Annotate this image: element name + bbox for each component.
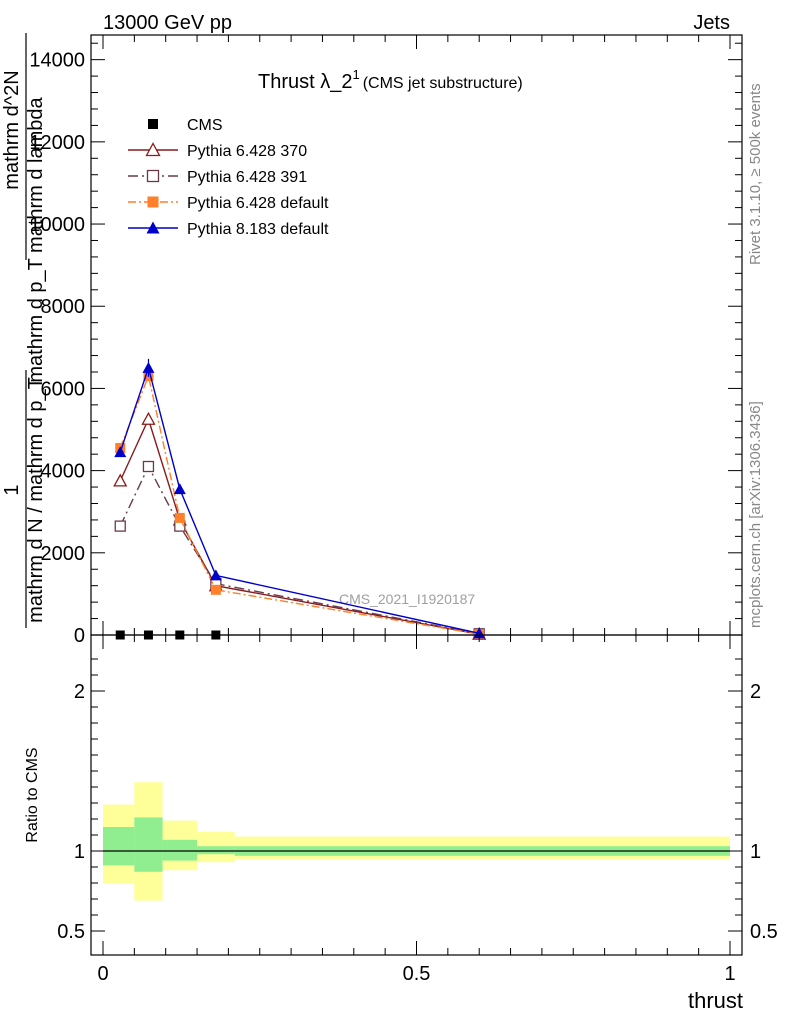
- ratio-y-tick-label-right: 0.5: [750, 921, 778, 943]
- y-tick-label: 12000: [29, 132, 85, 154]
- chart-subtitle: (CMS jet substructure): [363, 75, 523, 92]
- legend-marker: [148, 119, 158, 129]
- data-point: [142, 460, 155, 473]
- legend-item: Pythia 6.428 default: [128, 195, 329, 212]
- data-point: [173, 483, 186, 495]
- data-point: [174, 512, 185, 523]
- legend-label: Pythia 6.428 default: [187, 195, 329, 212]
- series-line: [119, 464, 480, 635]
- y-tick-label: 6000: [41, 378, 86, 400]
- legend-item: CMS: [148, 117, 223, 134]
- legend-marker: [147, 196, 159, 208]
- header-left: 13000 GeV pp: [103, 12, 232, 34]
- data-point: [114, 520, 126, 532]
- ylabel-den: mathrm d N / mathrm d p_T: [25, 377, 47, 623]
- y-tick-label: 4000: [41, 461, 86, 483]
- chart-title-main: Thrust λ_2: [258, 71, 352, 93]
- legend-label: CMS: [187, 117, 223, 134]
- uncertainty-band-inner: [197, 846, 235, 855]
- legend-item: Pythia 6.428 370: [128, 142, 307, 160]
- ratio-y-tick-label: 0.5: [57, 921, 85, 943]
- x-tick-label: 1: [724, 963, 735, 985]
- legend-marker: [145, 142, 161, 157]
- header-right: Jets: [693, 12, 730, 34]
- ylabel-frac-num: mathrm d^2N: [1, 70, 23, 189]
- chart-title-sup: 1: [352, 67, 359, 82]
- y-tick-label: 14000: [29, 50, 85, 72]
- data-point: [210, 584, 221, 595]
- legend-label: Pythia 6.428 391: [187, 169, 307, 186]
- data-point: [473, 627, 486, 639]
- legend: CMS Pythia 6.428 370 Pythia 6.428 391 Pythi…: [128, 117, 329, 238]
- legend-item: Pythia 6.428 391: [128, 169, 307, 186]
- y-tick-label: 10000: [29, 214, 85, 236]
- mcplots-label: mcplots.cern.ch [arXiv:1306.3436]: [747, 401, 764, 628]
- y-tick-label: 2000: [41, 543, 86, 565]
- ratio-y-tick-label: 2: [74, 681, 85, 703]
- data-point: [141, 411, 156, 425]
- uncertainty-band-inner: [103, 827, 135, 866]
- ratio-y-tick-label-right: 2: [750, 681, 761, 703]
- x-tick-label: 0: [97, 963, 108, 985]
- y-tick-label: 0: [74, 625, 85, 647]
- legend-label: Pythia 8.183 default: [187, 221, 329, 238]
- analysis-watermark: CMS_2021_I1920187: [339, 591, 475, 607]
- legend-marker: [146, 169, 160, 183]
- main-panel: 0 2000 4000 6000 8000 10000 12000 14000: [29, 34, 743, 647]
- legend-marker: [146, 221, 160, 234]
- y-tick-label: 8000: [41, 296, 86, 318]
- ylabel-frac-den: mathrm d p_T mathrm d lambda: [25, 96, 47, 382]
- legend-item: Pythia 8.183 default: [128, 221, 329, 238]
- ratio-y-tick-label: 1: [74, 841, 85, 863]
- data-point: [114, 446, 127, 458]
- data-point: [209, 569, 222, 581]
- main-ylabel: mathrm d^2N mathrm d p_T mathrm d lambda…: [1, 33, 47, 628]
- data-point: [113, 473, 128, 487]
- x-axis-label: thrust: [688, 988, 743, 1013]
- uncertainty-band-inner: [134, 817, 163, 872]
- legend-label: Pythia 6.428 370: [187, 143, 307, 160]
- ylabel-num: 1: [1, 484, 23, 495]
- uncertainty-band-inner: [162, 839, 198, 861]
- ratio-frame: [90, 634, 743, 956]
- chart-title: Thrust λ_21 (CMS jet substructure): [258, 67, 523, 93]
- series-line: [119, 373, 480, 635]
- rivet-label: Rivet 3.1.10, ≥ 500k events: [747, 83, 764, 265]
- ratio-ylabel: Ratio to CMS: [24, 747, 41, 842]
- x-tick-label: 0.5: [403, 963, 431, 985]
- ratio-y-tick-label-right: 1: [750, 841, 761, 863]
- ratio-panel: 0.5 0.5 1 1 2 2 0 0.5 1: [57, 634, 778, 985]
